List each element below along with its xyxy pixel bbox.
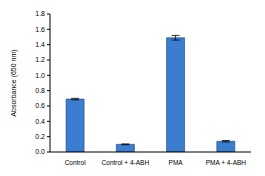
svg-text:Control + 4-ABH: Control + 4-ABH [102,159,150,166]
svg-text:1.2: 1.2 [35,56,45,63]
svg-text:0.2: 0.2 [35,133,45,140]
svg-text:0.6: 0.6 [35,102,45,109]
svg-text:1.4: 1.4 [35,41,45,48]
svg-text:1.6: 1.6 [35,26,45,33]
svg-text:Absorbance (650 nm): Absorbance (650 nm) [10,49,18,116]
svg-text:PMA: PMA [169,159,184,166]
svg-text:0.4: 0.4 [35,118,45,125]
svg-text:PMA + 4-ABH: PMA + 4-ABH [206,159,247,166]
svg-text:0.0: 0.0 [35,148,45,155]
svg-text:1.0: 1.0 [35,72,45,79]
svg-text:0.8: 0.8 [35,87,45,94]
svg-text:Control: Control [65,159,87,166]
svg-text:1.8: 1.8 [35,10,45,17]
